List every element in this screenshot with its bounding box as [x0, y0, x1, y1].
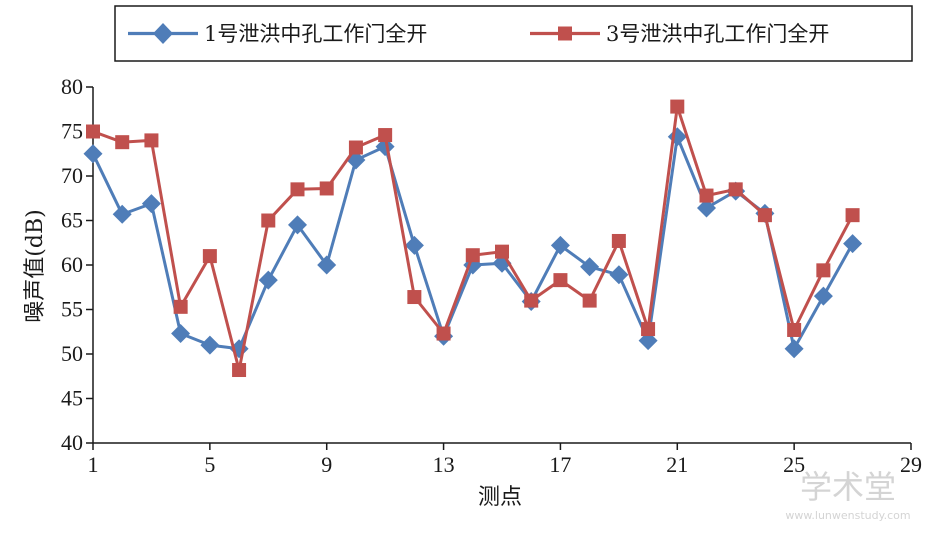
data-point [171, 324, 191, 343]
y-tick-label: 80 [61, 74, 83, 99]
legend-label-1: 1号泄洪中孔工作门全开 [204, 22, 427, 46]
data-point [115, 135, 130, 150]
data-point [784, 339, 804, 359]
x-tick-label: 25 [783, 452, 805, 477]
data-point [407, 290, 422, 305]
legend-label-2: 3号泄洪中孔工作门全开 [606, 22, 829, 46]
legend-marker-1 [153, 23, 173, 44]
y-tick-label: 55 [61, 297, 83, 322]
data-point [641, 322, 656, 337]
x-tick-label: 9 [321, 452, 332, 477]
data-point [288, 215, 307, 235]
series-2 [86, 99, 860, 378]
data-point [787, 322, 802, 337]
x-axis-title: 测点 [478, 485, 522, 510]
watermark: 学术堂 www.lunwenstudy.com [785, 468, 910, 522]
data-point [582, 293, 597, 308]
x-tick-label: 21 [666, 452, 688, 477]
plot-series [83, 99, 863, 378]
data-point [609, 265, 629, 285]
data-point [261, 213, 276, 228]
data-point [816, 263, 831, 278]
data-point [86, 124, 100, 139]
data-point [317, 255, 337, 275]
legend-box [114, 5, 913, 62]
data-point [553, 273, 568, 288]
data-point [112, 204, 132, 224]
data-point [580, 257, 600, 277]
y-tick-label: 75 [61, 119, 83, 144]
data-point [144, 133, 159, 148]
data-point [843, 234, 863, 254]
data-point [83, 144, 103, 164]
legend-item-2: 3号泄洪中孔工作门全开 [530, 22, 829, 46]
y-tick-label: 65 [61, 208, 83, 233]
data-point [670, 99, 685, 114]
x-axis: 1 5 9 13 17 21 25 29 [88, 442, 922, 477]
data-point [728, 182, 743, 197]
x-tick-label: 17 [549, 452, 571, 477]
x-tick-label: 1 [88, 452, 99, 477]
data-point [200, 335, 220, 355]
data-point [757, 208, 772, 223]
watermark-title: 学术堂 [800, 468, 896, 506]
y-tick-label: 70 [61, 163, 83, 188]
data-point [290, 182, 305, 197]
data-point [436, 326, 451, 341]
data-point [202, 249, 217, 264]
data-point [348, 140, 363, 155]
data-point [611, 233, 626, 248]
x-tick-label: 13 [433, 452, 455, 477]
x-tick-label: 29 [900, 452, 922, 477]
data-point [465, 248, 480, 263]
series-line-1 [91, 135, 854, 351]
data-point [258, 270, 278, 290]
data-point [550, 235, 570, 255]
legend: 1号泄洪中孔工作门全开 3号泄洪中孔工作门全开 [114, 5, 913, 62]
data-point [378, 128, 393, 143]
data-point [699, 188, 714, 203]
y-tick-label: 45 [61, 386, 83, 411]
data-point [697, 198, 716, 218]
y-axis: 40 45 50 55 60 65 70 75 80 [61, 74, 94, 455]
data-point [404, 235, 424, 255]
data-point [813, 286, 833, 306]
watermark-url: www.lunwenstudy.com [785, 509, 910, 522]
y-tick-label: 50 [61, 341, 83, 366]
data-point [232, 363, 247, 378]
data-point [495, 244, 509, 259]
data-point [141, 194, 161, 214]
series-line-2 [92, 105, 854, 372]
legend-item-1: 1号泄洪中孔工作门全开 [128, 22, 427, 46]
x-tick-label: 5 [204, 452, 215, 477]
y-tick-label: 40 [61, 430, 83, 455]
data-point [173, 299, 188, 314]
y-tick-label: 60 [61, 252, 83, 277]
data-point [845, 208, 860, 223]
data-point [524, 293, 539, 308]
data-point [319, 181, 334, 196]
legend-marker-2 [558, 26, 572, 41]
y-axis-title: 噪声值(dB) [23, 209, 48, 322]
series-1 [83, 127, 863, 359]
